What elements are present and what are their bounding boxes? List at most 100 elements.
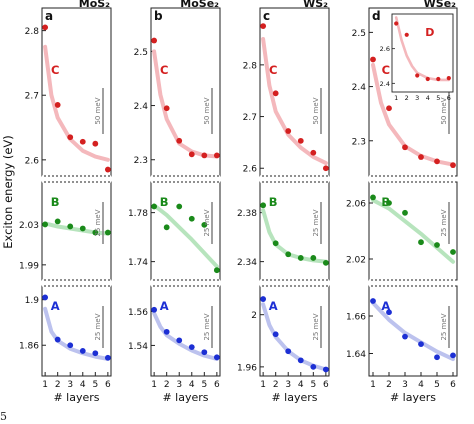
y-tick-label: 2 [251, 311, 257, 321]
panel-title: MoS₂ [79, 0, 110, 10]
scale-label: 50 meV [203, 97, 211, 124]
inset-y-tick-label: 2.6 [380, 45, 390, 53]
data-point [151, 203, 158, 210]
x-tick-label: 3 [67, 380, 73, 390]
data-point [104, 354, 111, 361]
y-tick-label: 1.96 [237, 363, 257, 373]
y-tick-label: 1.56 [128, 308, 148, 318]
scale-label: 25 meV [203, 209, 211, 236]
data-point [310, 363, 317, 370]
fit-curve [152, 203, 219, 269]
x-tick-label: 5 [434, 380, 440, 390]
scale-label: 25 meV [312, 209, 320, 236]
scale-label: 50 meV [94, 97, 102, 124]
exciton-label: A [269, 299, 278, 313]
data-point [42, 221, 49, 228]
data-point [310, 149, 317, 156]
series-B: 1.99 2.03 B 25 meV [19, 181, 112, 281]
fit-curve [152, 311, 219, 361]
data-point [402, 333, 408, 340]
exciton-label: C [160, 63, 168, 77]
data-point [79, 348, 86, 354]
scale-label: 50 meV [440, 97, 448, 124]
series-B: 1.74 1.78 B 25 meV [128, 181, 221, 281]
data-point [163, 328, 170, 335]
data-point [272, 90, 279, 97]
exciton-label: B [51, 195, 60, 209]
inset-data-point [425, 76, 430, 82]
y-tick-label: 1.99 [19, 261, 39, 271]
panel-title: WSe₂ [424, 0, 457, 10]
x-tick-label: 4 [298, 380, 304, 390]
x-tick-label: 3 [285, 380, 291, 390]
exciton-label: A [51, 299, 60, 313]
y-tick-label: 1.78 [128, 209, 148, 219]
data-point [176, 137, 183, 144]
data-point [163, 224, 170, 231]
y-tick-label: 2.38 [237, 209, 257, 219]
y-tick-label: 2.5 [352, 29, 366, 39]
fit-curve [43, 306, 110, 361]
plot-frame [259, 7, 330, 177]
y-tick-label: 2.5 [134, 48, 148, 58]
x-tick-label: 4 [189, 380, 195, 390]
x-tick-label: 1 [260, 380, 266, 390]
series-B: 2.34 2.38 B 25 meV [237, 181, 330, 281]
data-point [188, 151, 195, 158]
x-tick-label: 5 [310, 380, 316, 390]
data-point [434, 158, 440, 165]
series-A: 1.64 1.66 1 2 3 4 5 6 A 25 meV [346, 285, 458, 390]
data-point [297, 137, 304, 144]
y-tick-label: 1.54 [128, 342, 148, 352]
data-point [176, 203, 183, 210]
exciton-label: A [160, 299, 169, 313]
y-tick-label: 1.64 [346, 350, 366, 360]
inset-x-tick-label: 3 [415, 94, 419, 102]
data-point [386, 200, 392, 206]
data-point [285, 251, 292, 258]
data-point [260, 23, 267, 29]
x-tick-label: 6 [450, 380, 456, 390]
y-tick-label: 2.4 [352, 83, 367, 93]
data-point [201, 221, 208, 228]
data-point [79, 138, 86, 145]
inset-data-point [404, 32, 409, 37]
x-tick-label: 5 [201, 380, 207, 390]
data-point [42, 24, 49, 31]
data-point [188, 215, 195, 222]
inset-x-tick-label: 5 [436, 94, 440, 102]
data-point [213, 152, 220, 159]
y-tick-label: 2.7 [243, 113, 257, 123]
series-C: 2.6 2.7 2.8 C 50 meV [25, 7, 112, 177]
exciton-label: C [269, 63, 277, 77]
data-point [201, 152, 208, 159]
fit-curve [371, 198, 455, 264]
panel-title: WS₂ [303, 0, 328, 10]
data-point [370, 194, 376, 201]
data-point [163, 105, 170, 112]
data-point [370, 298, 376, 304]
scale-label: 25 meV [440, 313, 448, 340]
y-tick-label: 2.34 [237, 258, 257, 268]
plot-frame [41, 7, 112, 177]
data-point [272, 240, 279, 247]
x-tick-label: 1 [370, 380, 376, 390]
data-point [151, 306, 158, 313]
inset-x-tick-label: 1 [394, 94, 398, 102]
data-point [450, 162, 456, 169]
x-axis-label: # layers [390, 391, 436, 404]
data-point [54, 102, 61, 108]
y-tick-label: 1.86 [19, 342, 39, 352]
series-A: 1.54 1.56 1 2 3 4 5 6 A 25 meV [128, 285, 221, 390]
x-tick-label: 2 [55, 380, 61, 390]
data-point [188, 344, 195, 351]
plot-frame [41, 181, 112, 281]
plot-frame [259, 181, 330, 281]
data-point [386, 309, 392, 316]
plot-frame [150, 7, 221, 177]
